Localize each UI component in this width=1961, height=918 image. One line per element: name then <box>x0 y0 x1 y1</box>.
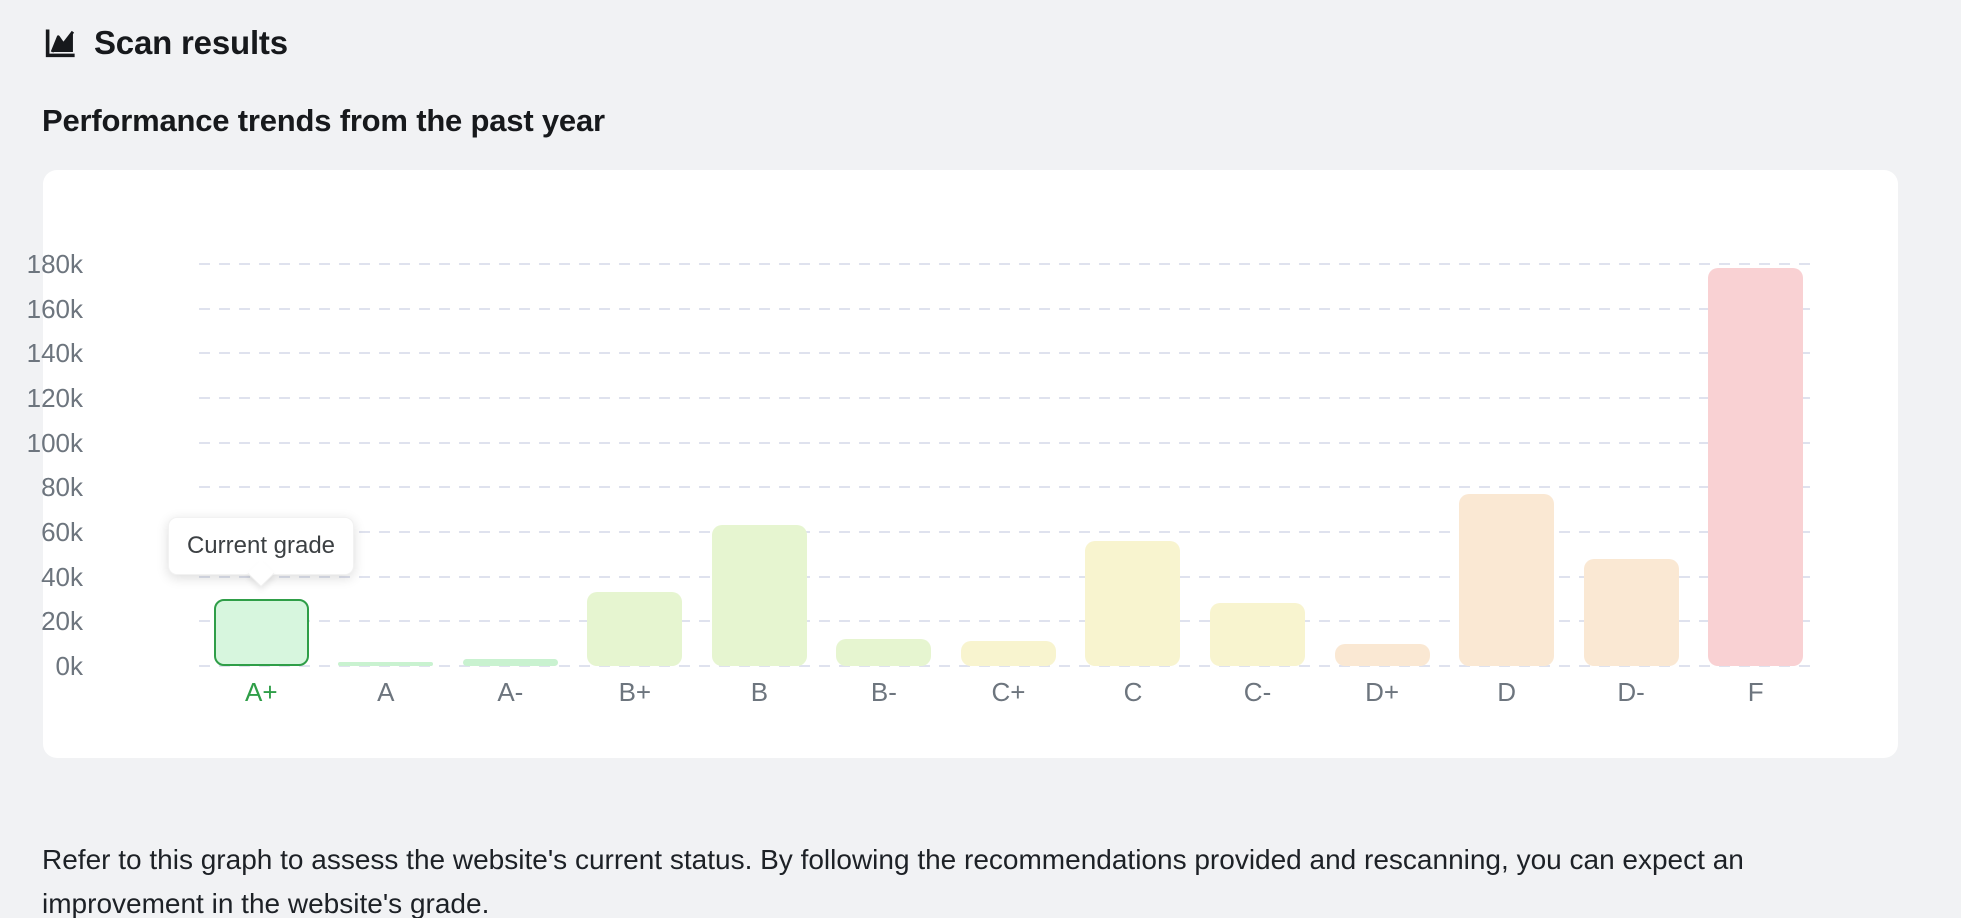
page-title: Scan results <box>94 24 288 61</box>
gridline <box>199 397 1818 399</box>
tooltip-label: Current grade <box>186 532 336 559</box>
x-axis-label-C: C <box>1123 677 1143 707</box>
bar-F[interactable] <box>1708 268 1804 666</box>
y-axis-tick-label: 60k <box>41 517 83 547</box>
bar-B+[interactable] <box>587 592 683 666</box>
y-axis-tick-label: 120k <box>26 383 83 413</box>
bar-B-[interactable] <box>836 639 932 666</box>
chart-card: 0k 20k 40k 60k 80k 100k 120k 140k 160k 180k A+ A A-… <box>27 170 1898 758</box>
y-axis-tick-label: 80k <box>41 472 83 503</box>
gridline <box>199 307 1818 310</box>
y-axis-tick-label: 20k <box>41 606 83 637</box>
x-axis-label-C+: C+ <box>991 677 1026 707</box>
y-axis-tick-label: 100k <box>26 427 83 458</box>
x-axis-label-D+: D+ <box>1365 677 1400 707</box>
bar-chart: 0k 20k 40k 60k 80k 100k 120k 140k 160k 180k <box>27 251 1818 679</box>
x-axis-label-B+: B+ <box>618 677 652 707</box>
y-axis-tick-label: 0k <box>55 651 83 681</box>
bar-column <box>573 264 698 666</box>
bar-column <box>1320 264 1445 666</box>
y-axis-tick-label: 140k <box>26 338 83 369</box>
x-axis-label-B: B <box>750 677 769 707</box>
bar-A-[interactable] <box>462 659 558 666</box>
bar-C[interactable] <box>1085 540 1181 666</box>
page-header: Scan results <box>42 24 288 62</box>
bar-A[interactable] <box>338 661 434 666</box>
bar-column <box>448 264 573 666</box>
gridline <box>199 620 1818 623</box>
line-chart-icon <box>42 25 78 61</box>
gridline <box>199 665 1818 667</box>
x-axis-labels: A+ A A- B+ B B- C+ C C- D+ D D- F <box>199 676 1818 708</box>
bar-D-[interactable] <box>1583 558 1679 666</box>
bar-C+[interactable] <box>960 641 1056 666</box>
x-axis-label-F: F <box>1747 677 1764 707</box>
y-axis-tick-label: 180k <box>26 249 83 279</box>
y-axis-tick-label: 160k <box>26 293 83 324</box>
gridline <box>199 575 1818 578</box>
x-axis-label-A: A <box>377 677 395 707</box>
bar-column <box>697 264 822 666</box>
gridline <box>199 441 1818 444</box>
bar-column <box>1569 264 1694 666</box>
gridline <box>199 352 1818 355</box>
bar-column <box>199 264 324 666</box>
bar-column <box>324 264 449 666</box>
x-axis-label-B-: B- <box>870 677 897 707</box>
bar-D[interactable] <box>1459 494 1555 666</box>
current-grade-tooltip: Current grade <box>168 517 354 587</box>
gridline <box>199 263 1818 265</box>
x-axis-label-A+: A+ <box>245 677 278 707</box>
bar-C-[interactable] <box>1210 603 1306 666</box>
gridline <box>199 486 1818 489</box>
x-axis-label-C-: C- <box>1243 677 1272 707</box>
bar-column <box>1444 264 1569 666</box>
bar-B[interactable] <box>711 525 807 666</box>
chart-subtitle: Performance trends from the past year <box>42 103 605 138</box>
bars-row <box>199 264 1818 666</box>
chart-description: Refer to this graph to assess the websit… <box>42 844 1744 918</box>
bar-D+[interactable] <box>1334 643 1430 666</box>
bar-column <box>1071 264 1196 666</box>
bar-column <box>822 264 947 666</box>
bar-column <box>1693 264 1818 666</box>
gridline <box>199 531 1818 533</box>
y-axis-tick-label: 40k <box>41 561 83 592</box>
bar-A+[interactable] <box>213 599 309 666</box>
x-axis-label-D-: D- <box>1617 677 1645 707</box>
x-axis-label-D: D <box>1497 677 1516 707</box>
bar-column <box>1195 264 1320 666</box>
x-axis-label-A-: A- <box>497 677 524 707</box>
bar-column <box>946 264 1071 666</box>
